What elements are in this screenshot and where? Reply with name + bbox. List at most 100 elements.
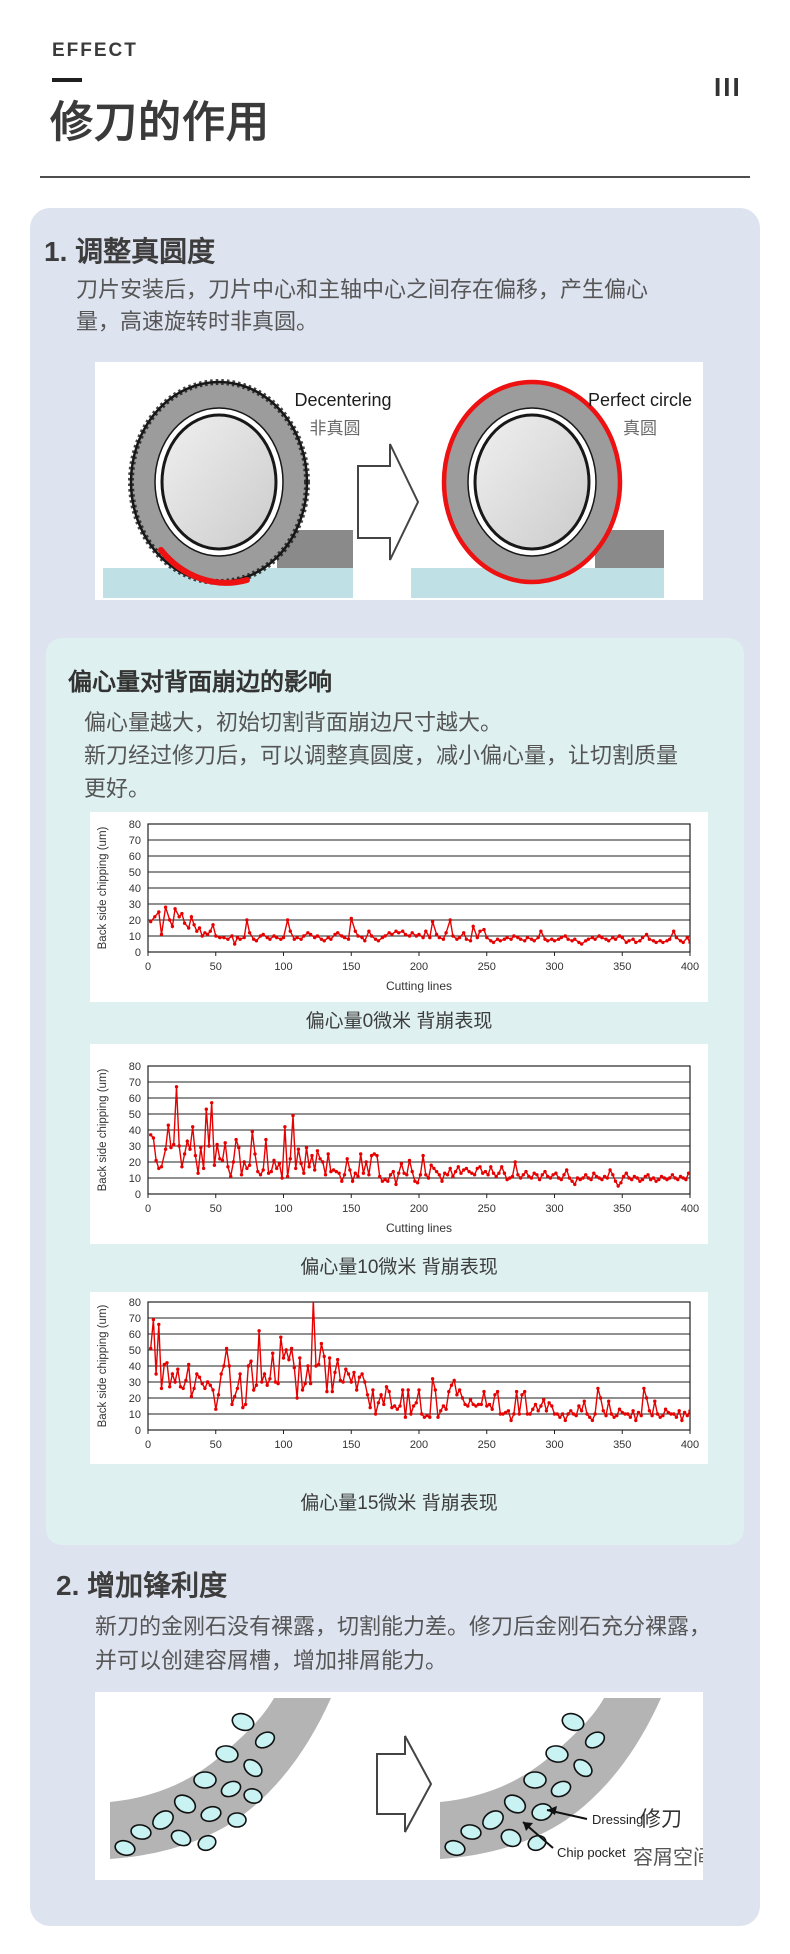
svg-text:60: 60 — [129, 1093, 141, 1105]
svg-text:40: 40 — [129, 883, 141, 895]
chart-eccentricity-10um: 0 10 20 30 40 50 60 70 80 0 50 100 150 200 250 300 350 40… — [90, 1044, 708, 1244]
svg-text:30: 30 — [129, 1377, 141, 1389]
sharpness-diagram: Dressing 修刀 Chip pocket 容屑空间 — [95, 1692, 713, 1880]
svg-text:50: 50 — [129, 1345, 141, 1357]
svg-text:40: 40 — [129, 1125, 141, 1137]
svg-text:150: 150 — [342, 1439, 360, 1451]
svg-text:20: 20 — [129, 1157, 141, 1169]
svg-text:0: 0 — [135, 947, 141, 959]
chart-caption-0um: 偏心量0微米 背崩表现 — [305, 1011, 493, 1032]
right-arrow-icon — [376, 1735, 433, 1833]
chart-eccentricity-15um: 0 10 20 30 40 50 60 70 80 0 50 100 150 200 250 300 350 40… — [90, 1292, 708, 1464]
decenter-red-arc — [158, 547, 250, 586]
chart-svg: 0 10 20 30 40 50 60 70 80 0 50 100 150 200 250 300 350 40… — [97, 1297, 699, 1451]
dressing-label: Dressing — [592, 1812, 643, 1827]
svg-text:300: 300 — [545, 961, 563, 973]
svg-text:80: 80 — [129, 1297, 141, 1309]
svg-text:10: 10 — [129, 931, 141, 943]
hatched-rim — [128, 379, 310, 585]
dressing-label-zh: 修刀 — [640, 1808, 682, 1831]
svg-text:0: 0 — [145, 1203, 151, 1215]
svg-text:250: 250 — [478, 961, 496, 973]
svg-text:20: 20 — [129, 915, 141, 927]
svg-text:350: 350 — [613, 961, 631, 973]
svg-text:150: 150 — [342, 1203, 360, 1215]
svg-text:20: 20 — [129, 1393, 141, 1405]
svg-text:150: 150 — [342, 961, 360, 973]
header-divider — [40, 176, 750, 178]
svg-text:200: 200 — [410, 1439, 428, 1451]
svg-text:60: 60 — [129, 1329, 141, 1341]
right-arrow-icon — [357, 443, 420, 561]
svg-text:50: 50 — [210, 1439, 222, 1451]
svg-text:70: 70 — [129, 1313, 141, 1325]
svg-text:0: 0 — [145, 961, 151, 973]
svg-text:Cutting lines: Cutting lines — [386, 1221, 452, 1235]
svg-text:200: 200 — [410, 1203, 428, 1215]
svg-text:250: 250 — [478, 1203, 496, 1215]
new-blade-band — [110, 1698, 331, 1859]
chart-caption-10um: 偏心量10微米 背崩表现 — [300, 1257, 498, 1278]
svg-text:Back side chipping (um): Back side chipping (um) — [97, 1304, 109, 1427]
page-number-marker: III — [714, 72, 742, 102]
chart-svg: 0 10 20 30 40 50 60 70 80 0 50 100 150 200 250 300 350 40… — [97, 1061, 699, 1235]
svg-text:80: 80 — [129, 1061, 141, 1073]
chart-eccentricity-0um: 0 10 20 30 40 50 60 70 80 0 50 100 150 200 250 300 350 40… — [90, 812, 708, 1002]
svg-text:Back side chipping (um): Back side chipping (um) — [97, 1068, 109, 1191]
svg-text:300: 300 — [545, 1439, 563, 1451]
svg-text:0: 0 — [145, 1439, 151, 1451]
svg-text:200: 200 — [410, 961, 428, 973]
svg-text:50: 50 — [129, 1109, 141, 1121]
chipping-body: 偏心量越大，初始切割背面崩边尺寸越大。 新刀经过修刀后，可以调整真圆度，减小偏心… — [84, 706, 690, 805]
svg-text:0: 0 — [135, 1425, 141, 1437]
svg-text:80: 80 — [129, 819, 141, 831]
dressed-blade-band — [440, 1698, 661, 1859]
svg-text:350: 350 — [613, 1203, 631, 1215]
svg-text:30: 30 — [129, 1141, 141, 1153]
svg-text:100: 100 — [274, 1439, 292, 1451]
svg-text:30: 30 — [129, 899, 141, 911]
svg-text:100: 100 — [274, 961, 292, 973]
roundness-diagram: Decentering 非真圆 Perfect circle 真圆 — [95, 362, 703, 600]
decentering-label: Decentering — [294, 390, 391, 410]
perfect-circle-wheel — [411, 379, 664, 598]
svg-text:250: 250 — [478, 1439, 496, 1451]
chipping-body-line2: 新刀经过修刀后，可以调整真圆度，减小偏心量，让切割质量更好。 — [84, 743, 679, 801]
sharpness-diagram-svg: Dressing 修刀 Chip pocket 容屑空间 — [110, 1698, 713, 1869]
svg-text:350: 350 — [613, 1439, 631, 1451]
eyebrow-dash — [52, 78, 82, 82]
svg-text:400: 400 — [681, 1439, 699, 1451]
section1-body: 刀片安装后，刀片中心和主轴中心之间存在偏移，产生偏心量，高速旋转时非真圆。 — [76, 277, 649, 334]
svg-text:50: 50 — [129, 867, 141, 879]
svg-text:60: 60 — [129, 851, 141, 863]
chip-pocket-label: Chip pocket — [557, 1845, 626, 1860]
svg-text:70: 70 — [129, 1077, 141, 1089]
page-title: 修刀的作用 — [50, 99, 270, 147]
svg-text:10: 10 — [129, 1409, 141, 1421]
chip-pocket-label-zh: 容屑空间 — [633, 1846, 703, 1869]
chart-svg: 0 10 20 30 40 50 60 70 80 0 50 100 150 200 250 300 350 40… — [97, 819, 699, 993]
svg-text:Cutting lines: Cutting lines — [386, 979, 452, 993]
decentering-label-zh: 非真圆 — [310, 419, 361, 438]
decentered-wheel — [103, 379, 353, 598]
svg-text:50: 50 — [210, 961, 222, 973]
svg-text:0: 0 — [135, 1189, 141, 1201]
chipping-heading: 偏心量对背面崩边的影响 — [68, 669, 332, 696]
perfect-circle-label-zh: 真圆 — [623, 419, 657, 438]
svg-text:100: 100 — [274, 1203, 292, 1215]
svg-text:40: 40 — [129, 1361, 141, 1373]
svg-text:50: 50 — [210, 1203, 222, 1215]
svg-text:400: 400 — [681, 1203, 699, 1215]
chart-caption-15um: 偏心量15微米 背崩表现 — [300, 1493, 498, 1514]
section2-heading: 2. 增加锋利度 — [56, 1570, 228, 1601]
roundness-diagram-svg: Decentering 非真圆 Perfect circle 真圆 — [103, 379, 692, 598]
perfect-circle-label: Perfect circle — [588, 390, 692, 410]
svg-text:300: 300 — [545, 1203, 563, 1215]
chipping-body-line1: 偏心量越大，初始切割背面崩边尺寸越大。 — [84, 710, 503, 735]
svg-text:70: 70 — [129, 835, 141, 847]
svg-text:400: 400 — [681, 961, 699, 973]
eyebrow-label: EFFECT — [52, 40, 138, 61]
section1-heading: 1. 调整真圆度 — [44, 236, 216, 267]
svg-text:10: 10 — [129, 1173, 141, 1185]
